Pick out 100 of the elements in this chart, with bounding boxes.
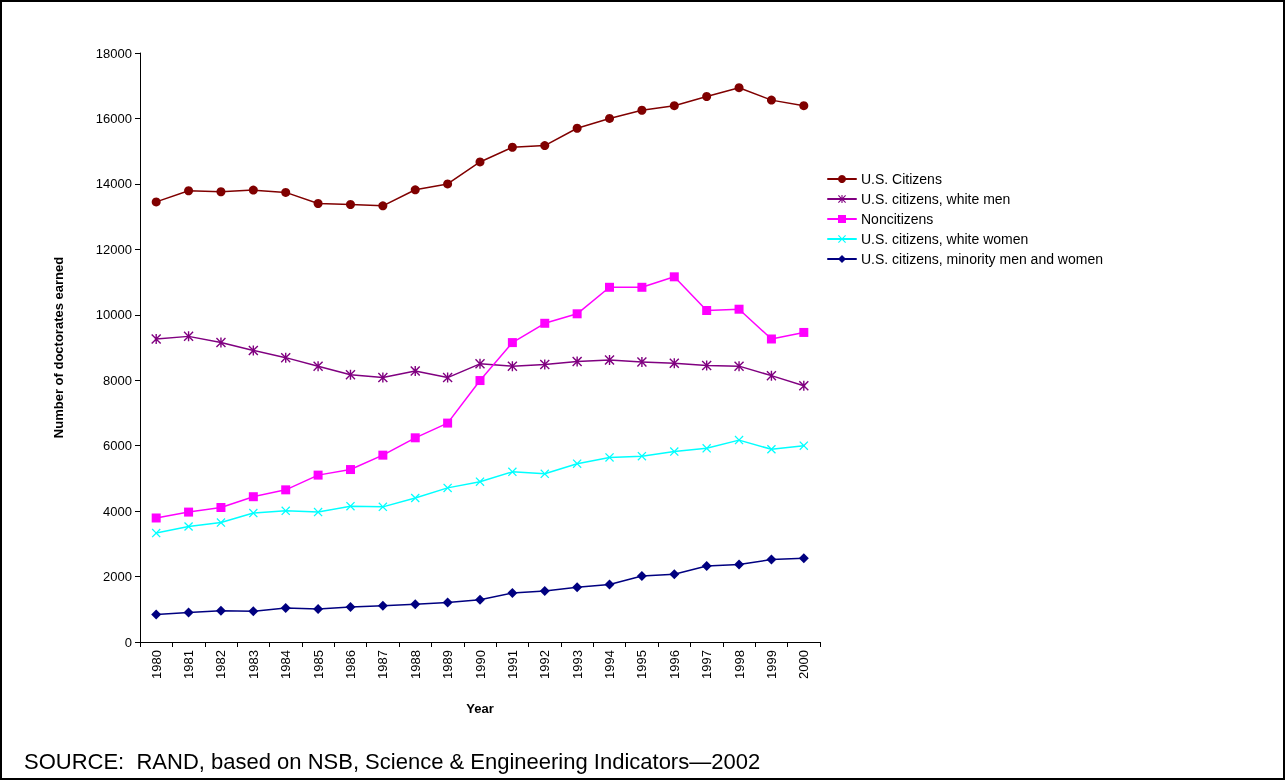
y-tick-label: 12000 [95, 241, 132, 257]
point [377, 372, 388, 383]
legend-label: U.S. citizens, white women [861, 231, 1029, 247]
point [669, 569, 680, 580]
point [442, 372, 453, 383]
point [345, 200, 355, 209]
x-tick-label: 1991 [504, 650, 520, 679]
point [184, 507, 194, 517]
x-tick-label: 1980 [148, 650, 164, 679]
point [572, 123, 582, 133]
source-note: SOURCE: RAND, based on NSB, Science & Engineering Indicators—2002 [24, 748, 761, 774]
point [799, 441, 809, 451]
x-tick-label: 1995 [634, 650, 650, 679]
x-tick-label: 1998 [731, 650, 747, 679]
point [216, 518, 226, 528]
point [766, 95, 776, 105]
point [443, 483, 453, 493]
point [799, 101, 809, 111]
x-axis-title: Year [466, 701, 494, 716]
point [151, 333, 162, 344]
point [475, 157, 485, 167]
point [281, 187, 291, 197]
point [604, 579, 615, 590]
x-tick-label: 1996 [666, 650, 682, 679]
point [184, 186, 194, 196]
point [605, 282, 615, 292]
point [345, 369, 356, 380]
point [215, 605, 226, 616]
point [216, 503, 226, 513]
point [151, 609, 162, 620]
point [151, 513, 161, 523]
point [734, 559, 745, 570]
x-tick-label: 1983 [245, 650, 261, 679]
point [540, 318, 550, 328]
point [216, 187, 226, 197]
point [313, 603, 324, 614]
point [636, 570, 647, 581]
point [345, 501, 355, 511]
x-tick-label: 1999 [763, 650, 779, 679]
point [248, 492, 258, 502]
point [442, 597, 453, 608]
x-tick-label: 1987 [375, 650, 391, 679]
point [410, 493, 420, 503]
x-tick-label: 1981 [181, 650, 197, 679]
point [637, 282, 647, 292]
point [443, 179, 453, 189]
point [377, 600, 388, 611]
point [313, 470, 323, 480]
point [248, 606, 259, 617]
point [248, 345, 259, 356]
x-tick-label: 1994 [602, 650, 618, 679]
y-tick-label: 14000 [95, 176, 132, 192]
point [475, 594, 485, 605]
point [378, 201, 388, 211]
point [702, 306, 712, 316]
x-tick-label: 1982 [213, 650, 229, 679]
point [507, 361, 518, 372]
point [766, 370, 777, 381]
legend-label: U.S. citizens, white men [861, 191, 1011, 207]
point [734, 304, 744, 314]
y-tick-label: 18000 [95, 45, 132, 61]
y-tick-label: 16000 [95, 110, 132, 126]
point [572, 582, 583, 593]
point [280, 352, 291, 363]
point [507, 467, 517, 477]
point [281, 485, 291, 495]
x-tick-label: 1986 [342, 650, 358, 679]
x-tick-label: 2000 [796, 650, 812, 679]
point [345, 601, 356, 612]
point [215, 337, 226, 348]
point [475, 376, 485, 386]
point [183, 607, 194, 618]
point [345, 465, 355, 475]
y-tick-label: 2000 [103, 569, 132, 585]
x-tick-label: 1989 [440, 650, 456, 679]
point [636, 356, 647, 367]
x-tick-label: 1992 [537, 650, 553, 679]
point [443, 418, 453, 428]
y-axis-title: Number of doctorates earned [51, 256, 66, 439]
x-tick-label: 1988 [407, 650, 423, 679]
point [798, 380, 809, 391]
point [572, 356, 583, 367]
point [766, 334, 776, 344]
point [475, 358, 485, 369]
point [799, 327, 809, 337]
point [669, 447, 679, 457]
x-tick-label: 1993 [569, 650, 585, 679]
point [410, 366, 421, 377]
point [507, 338, 517, 348]
point [669, 101, 679, 111]
legend-label: Noncitizens [861, 211, 934, 227]
x-tick-label: 1997 [699, 650, 715, 679]
y-tick-label: 0 [124, 634, 132, 650]
point [572, 309, 582, 319]
point [605, 113, 615, 123]
point [410, 433, 420, 443]
x-tick-label: 1990 [472, 650, 488, 679]
point [734, 361, 745, 372]
point [572, 459, 582, 469]
point [539, 359, 550, 370]
